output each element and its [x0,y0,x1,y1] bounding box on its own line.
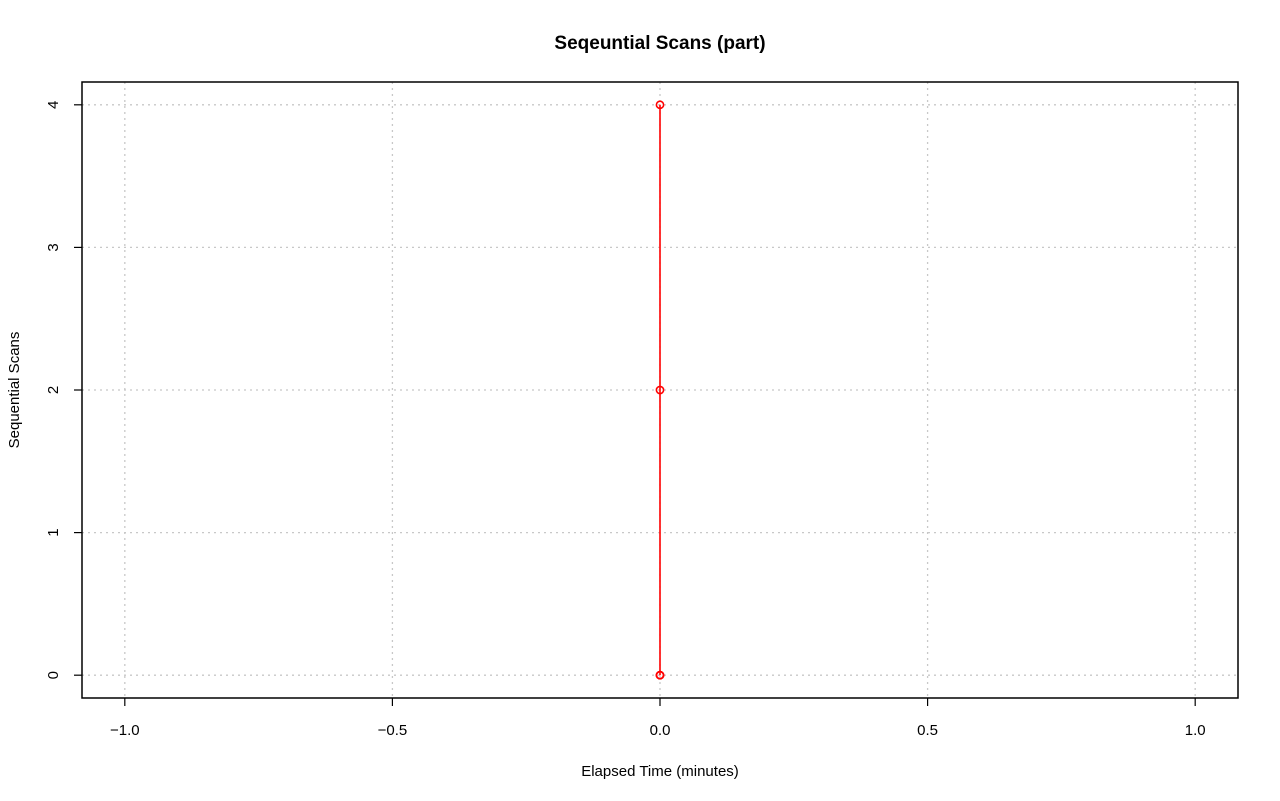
x-tick-label: 0.5 [917,722,938,739]
chart-title: Seqeuntial Scans (part) [554,33,765,54]
data-point [655,385,665,395]
x-tick-label: −1.0 [110,722,140,739]
y-tick-label: 4 [45,101,62,109]
x-tick-label: −0.5 [378,722,408,739]
data-point [655,100,665,110]
y-tick-label: 0 [45,671,62,679]
y-tick-label: 2 [45,386,62,394]
x-tick-label: 0.0 [650,722,671,739]
y-tick-label: 3 [45,243,62,251]
y-axis-label: Sequential Scans [6,332,23,449]
data-point [655,670,665,680]
x-axis: −1.0 −0.5 0.0 0.5 1.0 [110,698,1206,739]
x-tick-label: 1.0 [1185,722,1206,739]
y-tick-label: 1 [45,528,62,536]
y-axis: 0 1 2 3 4 [45,101,82,679]
x-axis-label: Elapsed Time (minutes) [581,763,739,780]
series-layer [655,100,665,680]
